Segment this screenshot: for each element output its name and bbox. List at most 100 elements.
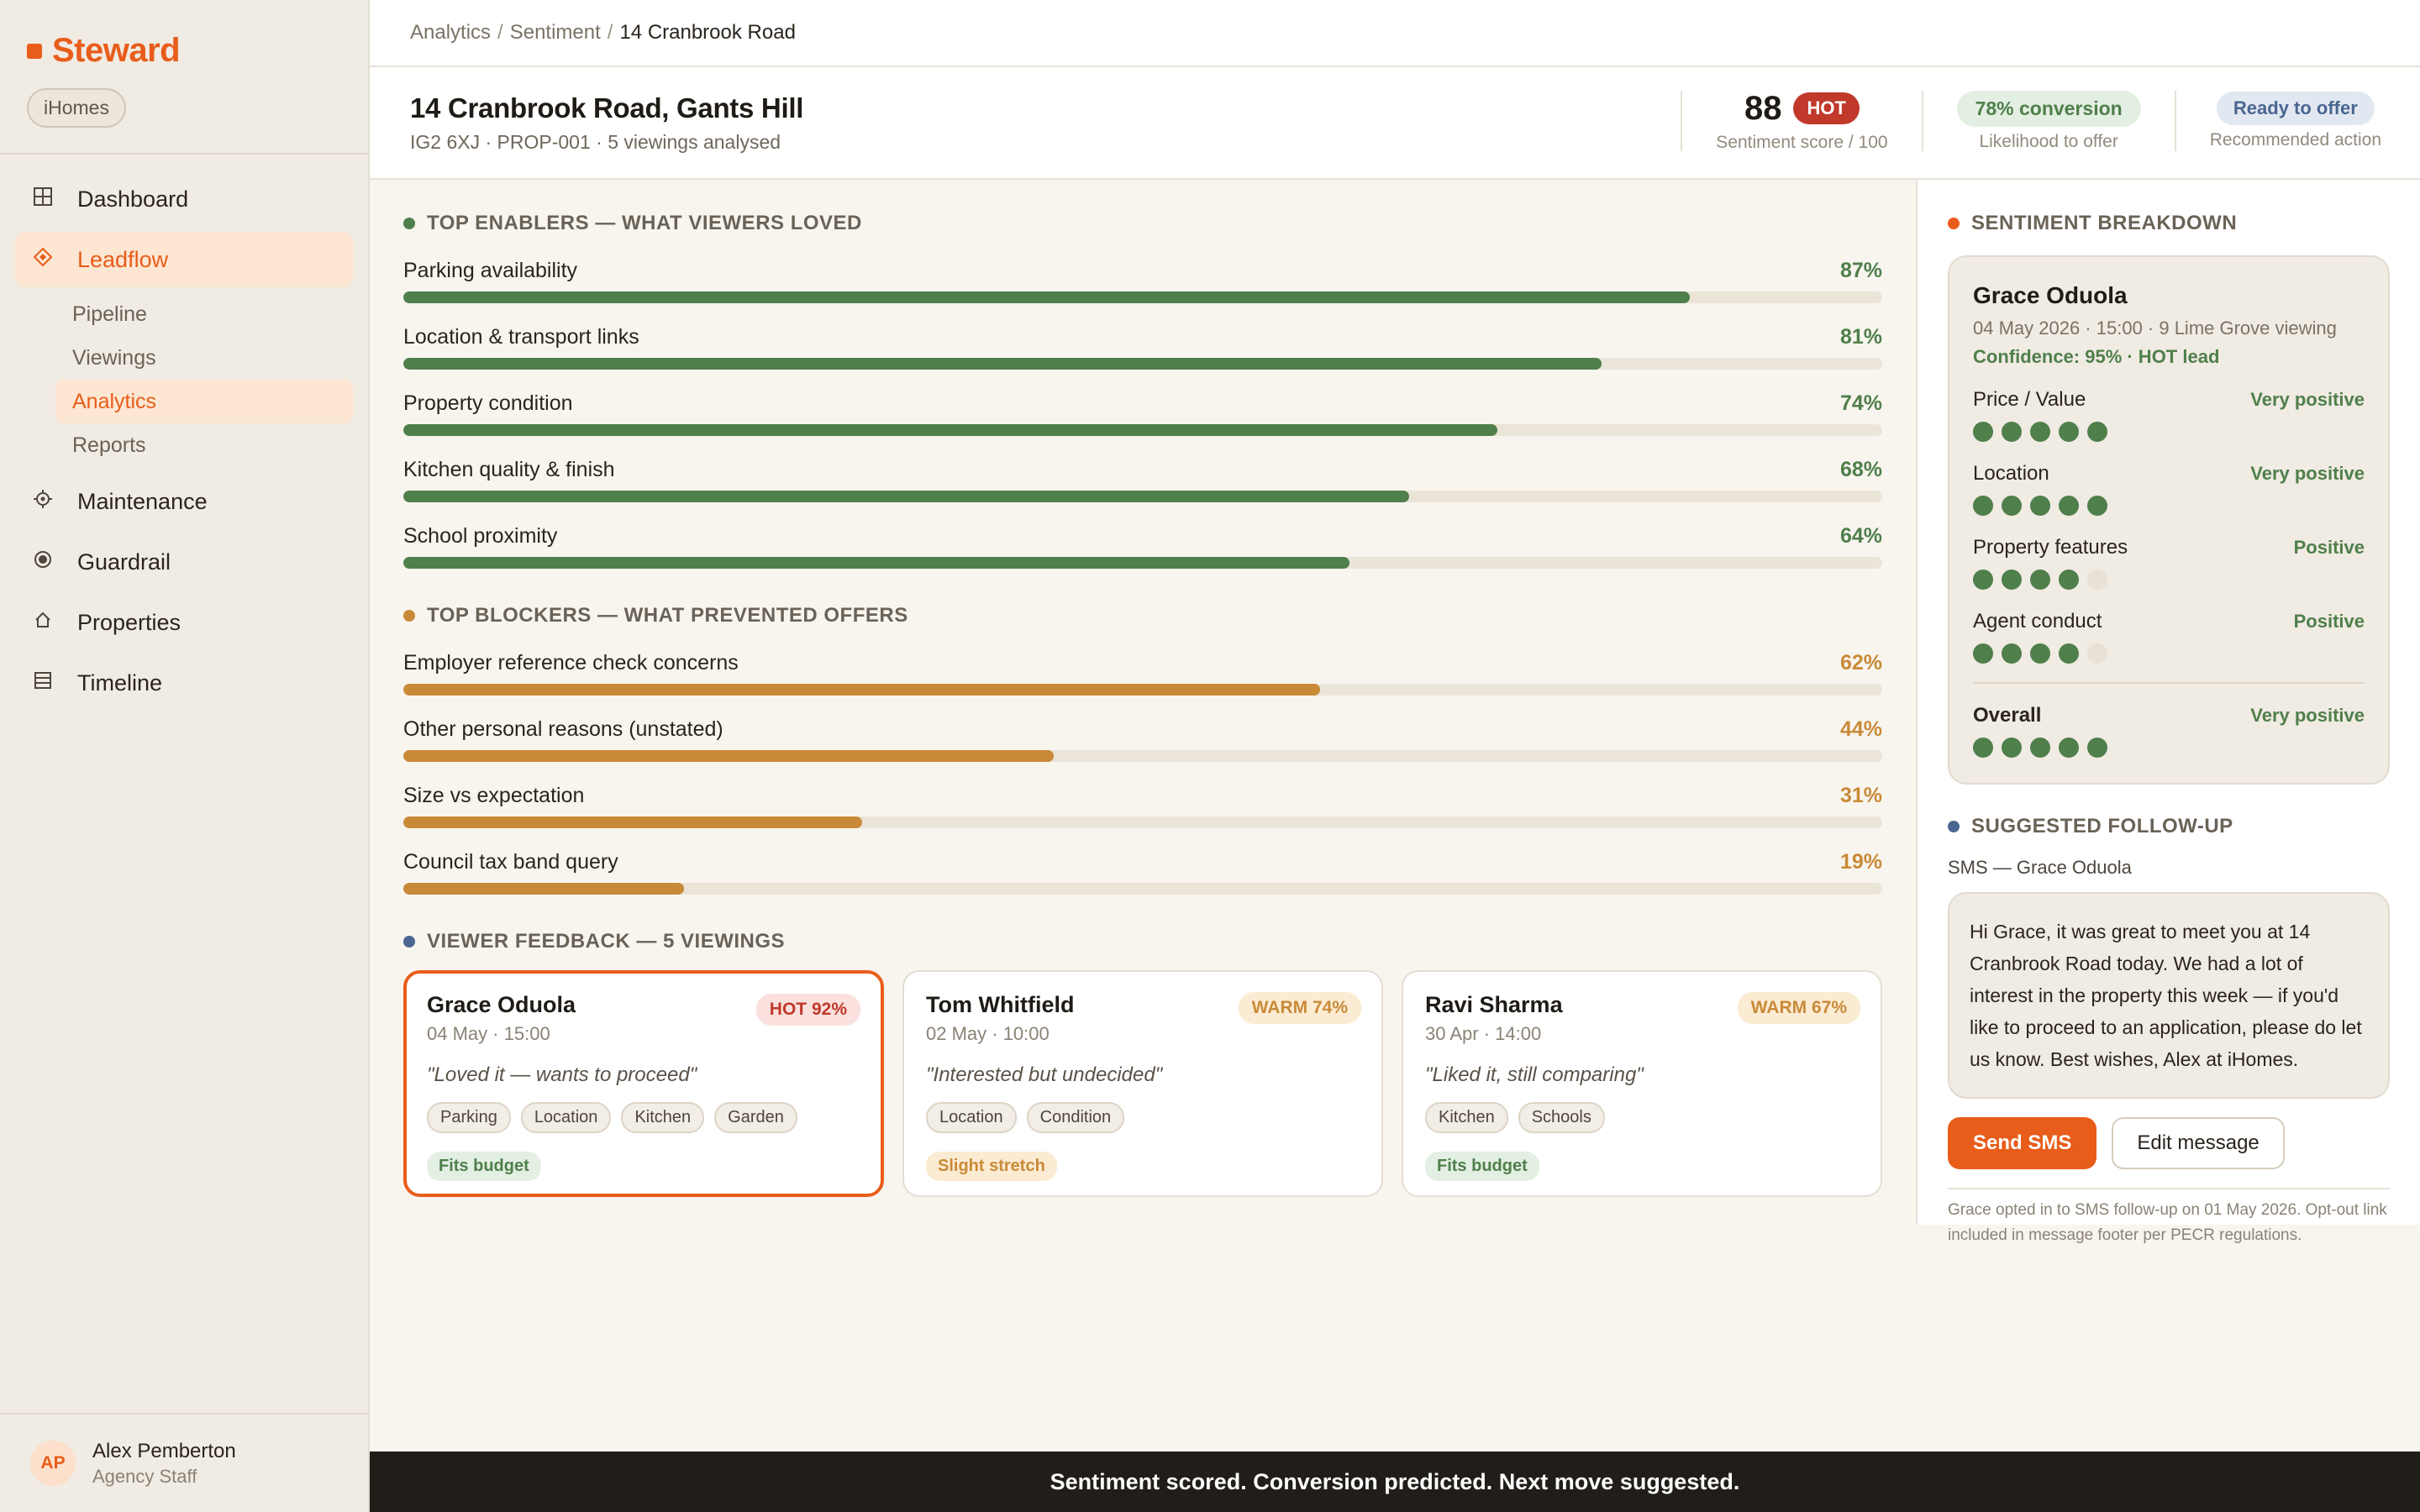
bar-header: Property condition 74% xyxy=(403,391,1882,416)
bar-track xyxy=(403,883,1882,895)
detail-panel: SENTIMENT BREAKDOWN Grace Oduola 04 May … xyxy=(1916,180,2420,1244)
section-dot-icon xyxy=(403,218,415,229)
breakdown-label: Price / Value xyxy=(1973,388,2086,411)
target-icon xyxy=(32,549,54,575)
brand[interactable]: Steward xyxy=(0,0,368,70)
org-badge[interactable]: iHomes xyxy=(27,88,126,128)
budget-badge: Fits budget xyxy=(427,1152,541,1181)
sidebar-nav: Dashboard Leadflow Pipeline Viewings Ana… xyxy=(0,155,368,732)
rating-dot-icon xyxy=(2002,738,2022,758)
send-sms-button[interactable]: Send SMS xyxy=(1948,1117,2097,1169)
bar-row: Kitchen quality & finish 68% xyxy=(403,458,1882,502)
bar-row: Property condition 74% xyxy=(403,391,1882,436)
viewer-card[interactable]: Tom Whitfield 02 May · 10:00 WARM 74% "I… xyxy=(902,970,1383,1197)
sidebar-item-leadflow[interactable]: Leadflow xyxy=(15,232,353,287)
breakdown-verdict: Very positive xyxy=(2250,389,2365,410)
tag: Kitchen xyxy=(621,1102,705,1133)
bar-header: Other personal reasons (unstated) 44% xyxy=(403,717,1882,742)
overall-row: Overall Very positive xyxy=(1973,704,2365,758)
rating-dot-icon xyxy=(2002,422,2022,442)
rating-dot-icon xyxy=(2059,738,2079,758)
breakdown-row-header: Agent conduct Positive xyxy=(1973,610,2365,633)
subnav-item-analytics[interactable]: Analytics xyxy=(55,380,353,423)
viewer-card[interactable]: Grace Oduola 04 May · 15:00 HOT 92% "Lov… xyxy=(403,970,884,1197)
rating-dot-icon xyxy=(1973,570,1993,590)
rating-dot-icon xyxy=(2059,496,2079,516)
sidebar-item-timeline[interactable]: Timeline xyxy=(15,655,353,711)
sms-recipient: SMS — Grace Oduola xyxy=(1948,857,2132,878)
breakdown-heading: SENTIMENT BREAKDOWN xyxy=(1948,212,2390,235)
rating-dot-icon xyxy=(2030,738,2050,758)
sidebar-item-maintenance[interactable]: Maintenance xyxy=(15,474,353,529)
bar-label: Size vs expectation xyxy=(403,784,585,807)
footer-banner: Sentiment scored. Conversion predicted. … xyxy=(370,1452,2420,1512)
tag: Kitchen xyxy=(1425,1102,1508,1133)
bar-track xyxy=(403,816,1882,828)
blockers-list: Employer reference check concerns 62% Othe… xyxy=(403,651,1882,895)
rating-dot-icon xyxy=(2087,643,2107,664)
bar-label: Other personal reasons (unstated) xyxy=(403,717,723,741)
rating-dot-icon xyxy=(2059,422,2079,442)
breakdown-row: Price / Value Very positive xyxy=(1973,388,2365,442)
subnav-item-pipeline[interactable]: Pipeline xyxy=(72,302,147,326)
breakdown-label: Location xyxy=(1973,462,2049,485)
bar-row: Employer reference check concerns 62% xyxy=(403,651,1882,696)
bar-percent: 44% xyxy=(1839,717,1882,741)
analysis-column: TOP ENABLERS — WHAT VIEWERS LOVED Parkin… xyxy=(370,180,1916,1225)
bar-percent: 68% xyxy=(1839,458,1882,481)
bar-fill xyxy=(403,557,1350,569)
bar-label: Parking availability xyxy=(403,259,578,282)
status-badge: HOT xyxy=(1793,92,1860,124)
tag-list: Kitchen Schools xyxy=(1425,1102,1859,1133)
viewing-date: 30 Apr · 14:00 xyxy=(1425,1023,1542,1044)
bar-header: Employer reference check concerns 62% xyxy=(403,651,1882,675)
bar-track xyxy=(403,491,1882,502)
breadcrumb-analytics[interactable]: Analytics xyxy=(410,21,492,44)
edit-message-button[interactable]: Edit message xyxy=(2112,1117,2285,1169)
enablers-title: TOP ENABLERS — WHAT VIEWERS LOVED xyxy=(427,212,862,234)
user-role: Agency Staff xyxy=(92,1465,197,1487)
section-dot-icon xyxy=(1948,218,1960,229)
breadcrumb-separator: / xyxy=(497,21,503,44)
page-title: 14 Cranbrook Road, Gants Hill xyxy=(410,92,804,123)
bar-percent: 19% xyxy=(1839,850,1882,874)
followup-heading: SUGGESTED FOLLOW-UP xyxy=(1948,815,2390,838)
bar-row: Location & transport links 81% xyxy=(403,325,1882,370)
sidebar-item-guardrail[interactable]: Guardrail xyxy=(15,534,353,590)
breakdown-divider xyxy=(1973,682,2365,684)
bar-fill xyxy=(403,750,1055,762)
tag-list: Location Condition xyxy=(926,1102,1360,1133)
bar-percent: 81% xyxy=(1839,325,1882,349)
breadcrumb: Analytics / Sentiment / 14 Cranbrook Roa… xyxy=(370,0,2420,67)
viewer-quote: "Interested but undecided" xyxy=(926,1063,1163,1086)
bar-track xyxy=(403,684,1882,696)
bar-header: Council tax band query 19% xyxy=(403,850,1882,874)
tag: Schools xyxy=(1518,1102,1605,1133)
subnav-item-viewings[interactable]: Viewings xyxy=(72,346,156,370)
bar-header: School proximity 64% xyxy=(403,524,1882,549)
bar-fill xyxy=(403,684,1321,696)
user-profile[interactable]: AP Alex Pemberton Agency Staff xyxy=(0,1413,368,1512)
lead-badge: HOT 92% xyxy=(755,994,860,1026)
property-header: 14 Cranbrook Road, Gants Hill IG2 6XJ · … xyxy=(370,67,2420,180)
sidebar-item-properties[interactable]: Properties xyxy=(15,595,353,650)
metric-label: Sentiment score / 100 xyxy=(1716,132,1888,152)
lead-meta: 04 May 2026 · 15:00 · 9 Lime Grove viewi… xyxy=(1973,318,2337,339)
breakdown-rows: Price / Value Very positive Location Very p… xyxy=(1973,388,2365,664)
sidebar-item-label: Maintenance xyxy=(77,488,208,514)
home-icon xyxy=(32,610,54,636)
breadcrumb-sentiment[interactable]: Sentiment xyxy=(509,21,601,44)
bar-row: Size vs expectation 31% xyxy=(403,784,1882,828)
bar-row: Council tax band query 19% xyxy=(403,850,1882,895)
list-icon xyxy=(32,670,54,696)
rating-dot-icon xyxy=(2030,496,2050,516)
bar-label: Employer reference check concerns xyxy=(403,651,739,675)
bar-percent: 62% xyxy=(1839,651,1882,675)
viewer-card[interactable]: Ravi Sharma 30 Apr · 14:00 WARM 67% "Lik… xyxy=(1402,970,1882,1197)
breakdown-verdict: Positive xyxy=(2293,611,2365,632)
sidebar-item-dashboard[interactable]: Dashboard xyxy=(15,171,353,227)
breakdown-row-header: Price / Value Very positive xyxy=(1973,388,2365,412)
subnav-item-reports[interactable]: Reports xyxy=(72,433,146,457)
feedback-title: VIEWER FEEDBACK — 5 VIEWINGS xyxy=(427,930,786,953)
budget-badge: Slight stretch xyxy=(926,1152,1057,1181)
